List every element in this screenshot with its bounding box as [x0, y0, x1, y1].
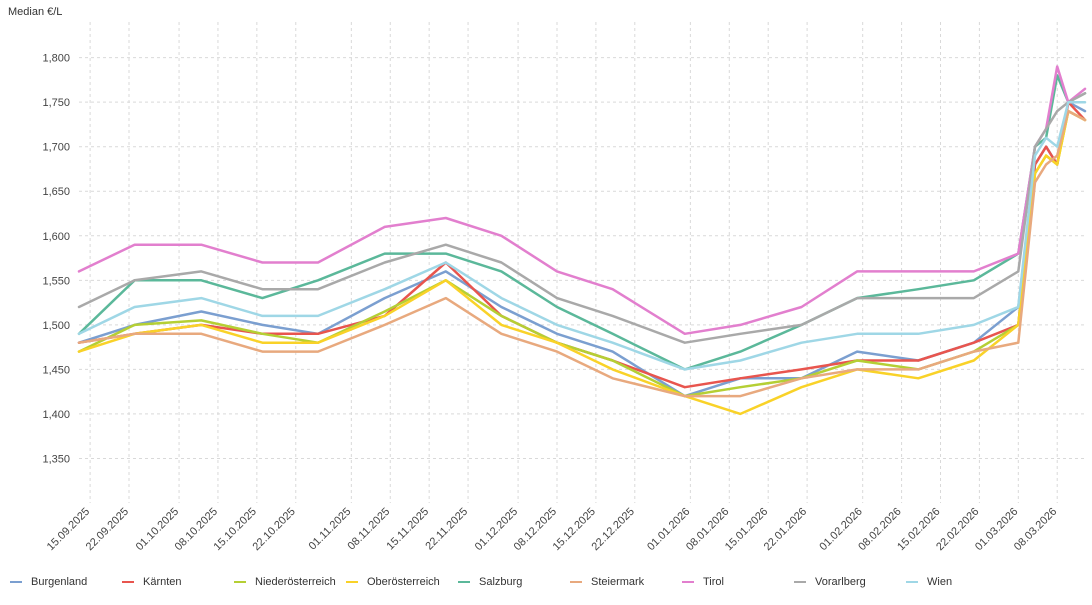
- legend-label: Wien: [927, 576, 953, 588]
- y-tick-label: 1,600: [42, 231, 70, 243]
- legend-swatch: [346, 581, 358, 583]
- legend-item[interactable]: Steiermark: [570, 572, 644, 592]
- legend-label: Vorarlberg: [815, 576, 866, 588]
- legend-label: Steiermark: [591, 576, 645, 588]
- legend-item[interactable]: Oberösterreich: [346, 572, 440, 592]
- series-line: [77, 92, 1087, 344]
- x-tick-label: 22.11.2025: [423, 506, 470, 553]
- legend-label: Salzburg: [479, 576, 523, 588]
- series-line: [77, 100, 1087, 371]
- legend-swatch: [122, 581, 134, 583]
- legend: Burgenland Kärnten Niederösterreich Oberöst…: [0, 572, 1092, 592]
- y-tick-label: 1,550: [42, 275, 70, 287]
- series-line: [77, 109, 1087, 416]
- y-tick-label: 1,700: [42, 142, 70, 154]
- series-line: [77, 65, 1087, 336]
- legend-item[interactable]: Vorarlberg: [794, 572, 866, 592]
- y-tick-label: 1,450: [42, 364, 70, 376]
- legend-swatch: [570, 581, 582, 583]
- legend-swatch: [906, 581, 918, 583]
- legend-item[interactable]: Burgenland: [10, 572, 87, 592]
- legend-swatch: [10, 581, 22, 583]
- y-tick-label: 1,500: [42, 320, 70, 332]
- legend-label: Tirol: [703, 576, 724, 588]
- y-tick-label: 1,350: [42, 453, 70, 465]
- legend-swatch: [458, 581, 470, 583]
- legend-swatch: [234, 581, 246, 583]
- y-tick-label: 1,400: [42, 409, 70, 421]
- grid: [79, 22, 1085, 503]
- y-tick-label: 1,650: [42, 186, 70, 198]
- legend-item[interactable]: Tirol: [682, 572, 724, 592]
- legend-label: Oberösterreich: [367, 576, 440, 588]
- legend-swatch: [794, 581, 806, 583]
- legend-item[interactable]: Salzburg: [458, 572, 522, 592]
- y-tick-label: 1,750: [42, 97, 70, 109]
- legend-item[interactable]: Wien: [906, 572, 952, 592]
- legend-label: Niederösterreich: [255, 576, 336, 588]
- legend-label: Burgenland: [31, 576, 88, 588]
- series-line: [77, 100, 1087, 389]
- y-axis-label: Median €/L: [8, 6, 62, 18]
- y-tick-label: 1,800: [42, 53, 70, 65]
- legend-label: Kärnten: [143, 576, 182, 588]
- legend-swatch: [682, 581, 694, 583]
- y-axis-ticks: 1,350 1,400 1,450 1,500 1,550 1,600 1,650 1,700…: [42, 53, 70, 466]
- legend-item[interactable]: Kärnten: [122, 572, 182, 592]
- series-lines: [77, 65, 1087, 416]
- legend-item[interactable]: Niederösterreich: [234, 572, 336, 592]
- series-line: [77, 109, 1087, 398]
